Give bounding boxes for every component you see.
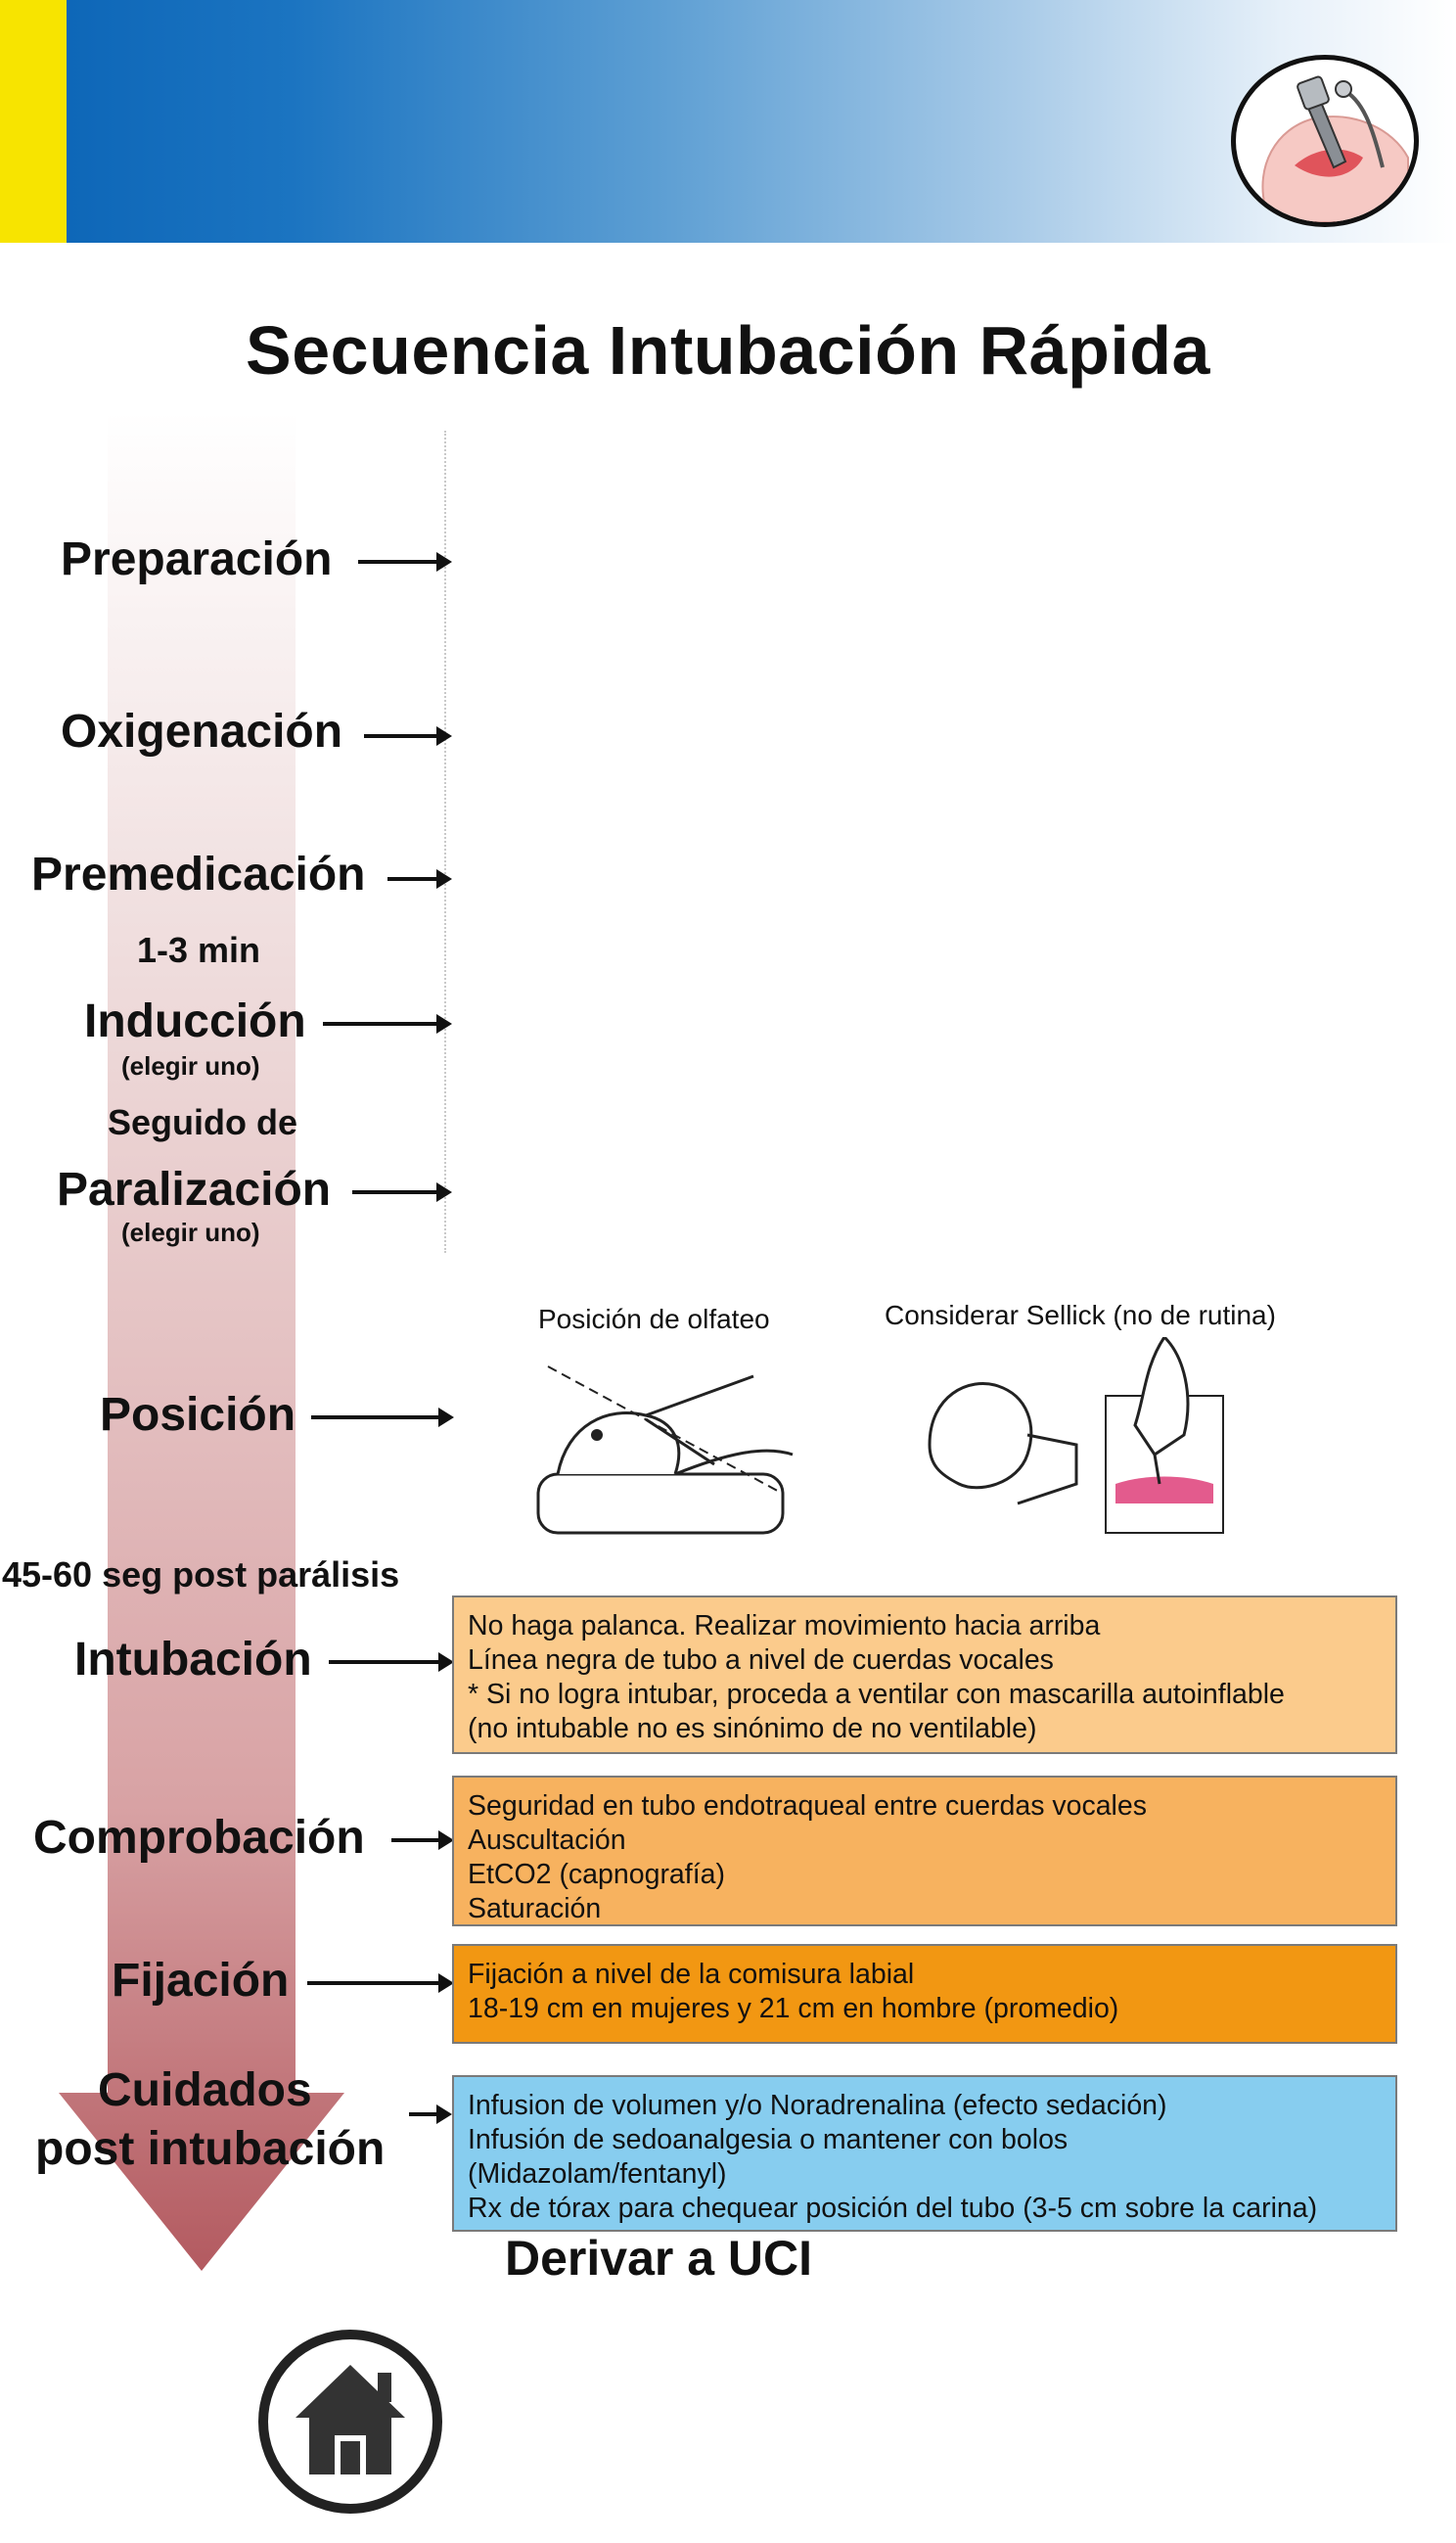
arrow-premedicacion [387,869,452,889]
step-comprobacion: Comprobación [33,1812,365,1864]
cuidados-line: Rx de tórax para chequear posición del t… [468,2193,1318,2224]
step-induccion: Inducción [84,995,306,1047]
box-cuidados: Infusion de volumen y/o Noradrenalina (e… [452,2075,1397,2232]
step-fijacion: Fijación [112,1955,290,2007]
time-1-3-min: 1-3 min [137,930,261,970]
seguido-de: Seguido de [108,1102,298,1142]
intubacion-line: * Si no logra intubar, proceda a ventila… [468,1679,1285,1710]
step-cuidados-line1: Cuidados [98,2064,312,2116]
home-icon [296,2365,405,2474]
arrow-intubacion [329,1652,454,1672]
derivar-uci: Derivar a UCI [505,2231,813,2286]
caption-sellick: Considerar Sellick (no de rutina) [885,1300,1276,1330]
arrow-comprobacion [391,1830,454,1850]
fijacion-line: Fijación a nivel de la comisura labial [468,1959,915,1990]
laryngoscope-intubation-icon [1231,55,1419,227]
comprobacion-line: Saturación [468,1893,602,1924]
step-premedicacion: Premedicación [31,849,366,901]
arrow-posicion [311,1408,454,1427]
step-posicion: Posición [100,1389,296,1441]
intubacion-line: No haga palanca. Realizar movimiento hac… [468,1610,1101,1641]
fijacion-line: 18-19 cm en mujeres y 21 cm en hombre (p… [468,1993,1119,2024]
box-intubacion: No haga palanca. Realizar movimiento hac… [452,1595,1397,1754]
header-banner [0,0,1456,243]
caption-posicion-olfateo: Posición de olfateo [538,1304,770,1334]
sniffing-position-illustration [536,1365,794,1535]
comprobacion-line: Seguridad en tubo endotraqueal entre cue… [468,1790,1147,1822]
paralizacion-note: (elegir uno) [121,1218,260,1247]
home-button[interactable] [258,2330,442,2514]
intubacion-line: Línea negra de tubo a nivel de cuerdas v… [468,1644,1054,1676]
arrow-oxigenacion [364,726,452,746]
header-accent-strip [0,0,67,243]
guideline [444,431,446,1253]
step-preparacion: Preparación [61,533,333,585]
arrow-induccion [323,1014,452,1034]
cuidados-line: Infusión de sedoanalgesia o mantener con… [468,2124,1069,2155]
arrow-paralizacion [352,1182,452,1202]
step-paralizacion: Paralización [57,1164,332,1216]
cuidados-line: (Midazolam/fentanyl) [468,2158,727,2190]
step-intubacion: Intubación [74,1634,312,1686]
arrow-preparacion [358,552,452,572]
arrow-cuidados [409,2104,452,2124]
box-comprobacion: Seguridad en tubo endotraqueal entre cue… [452,1776,1397,1926]
page-title: Secuencia Intubación Rápida [246,312,1210,389]
step-oxigenacion: Oxigenación [61,706,343,758]
comprobacion-line: Auscultación [468,1825,626,1856]
time-45-60-seg: 45-60 seg post parálisis [2,1554,400,1595]
cuidados-line: Infusion de volumen y/o Noradrenalina (e… [468,2090,1167,2121]
comprobacion-line: EtCO2 (capnografía) [468,1859,725,1890]
sequence-arrow [59,411,344,2271]
intubacion-line: (no intubable no es sinónimo de no venti… [468,1713,1037,1744]
box-fijacion: Fijación a nivel de la comisura labial 1… [452,1944,1397,2044]
arrow-fijacion [307,1973,454,1993]
sellick-maneuver-illustration [928,1337,1224,1534]
step-cuidados-line2: post intubación [35,2123,386,2175]
induccion-note: (elegir uno) [121,1051,260,1081]
